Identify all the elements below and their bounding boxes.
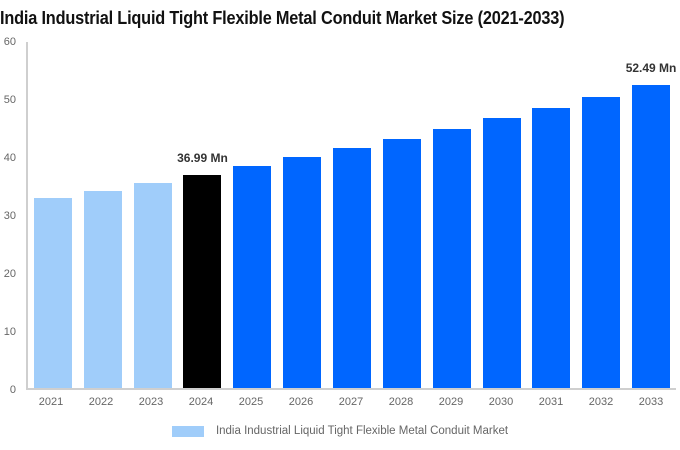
legend: India Industrial Liquid Tight Flexible M…: [0, 425, 680, 437]
x-tick-label-2029: 2029: [438, 396, 464, 408]
bar-slot-2033: 52.49 Mn: [626, 42, 676, 388]
bar-slot-2031: [526, 42, 576, 388]
x-tick-label-2023: 2023: [138, 396, 164, 408]
x-tick-label-2027: 2027: [338, 396, 364, 408]
x-tick-label-2028: 2028: [388, 396, 414, 408]
bar-slot-2021: [28, 42, 78, 388]
x-tick-label-2024: 2024: [188, 396, 214, 408]
bar-2021[interactable]: [33, 198, 72, 388]
bar-2031[interactable]: [532, 107, 571, 388]
legend-swatch-icon: [171, 425, 204, 437]
bar-2025[interactable]: [233, 166, 272, 388]
y-tick-label-0: 0: [9, 384, 16, 396]
bar-slot-2032: [576, 42, 626, 388]
bar-2026[interactable]: [283, 157, 322, 388]
legend-label: India Industrial Liquid Tight Flexible M…: [215, 425, 509, 437]
bar-2024[interactable]: [183, 174, 222, 388]
y-tick-label-10: 10: [3, 326, 16, 338]
x-axis: 2021 2022 2023 2024 2025 2026 2027 2028 2029 2030…: [26, 396, 676, 408]
bar-2032[interactable]: [582, 96, 621, 388]
bar-slot-2027: [327, 42, 377, 388]
x-tick-label-2031: 2031: [538, 396, 564, 408]
x-tick-label-2022: 2022: [88, 396, 114, 408]
bar-slot-2029: [427, 42, 477, 388]
x-tick-label-2026: 2026: [288, 396, 314, 408]
bar-2029[interactable]: [432, 128, 471, 388]
x-tick-label-2021: 2021: [38, 396, 64, 408]
bar-slot-2026: [277, 42, 327, 388]
bar-slot-2024: 36.99 Mn: [177, 42, 228, 388]
y-tick-label-40: 40: [3, 152, 16, 164]
y-tick-label-50: 50: [3, 94, 16, 106]
plot-area: 36.99 Mn 52.49 Mn: [26, 42, 676, 390]
bar-2030[interactable]: [482, 118, 521, 388]
bar-2023[interactable]: [133, 182, 172, 388]
y-tick-label-20: 20: [3, 268, 16, 280]
value-label-2033: 52.49 Mn: [625, 61, 677, 76]
legend-item[interactable]: India Industrial Liquid Tight Flexible M…: [171, 425, 509, 437]
chart-title: India Industrial Liquid Tight Flexible M…: [0, 8, 565, 28]
value-label-2024: 36.99 Mn: [177, 150, 228, 165]
bar-2022[interactable]: [83, 190, 122, 388]
bar-slot-2028: [377, 42, 427, 388]
bar-slot-2030: [477, 42, 527, 388]
bar-2027[interactable]: [332, 148, 371, 388]
x-tick-label-2025: 2025: [238, 396, 264, 408]
y-tick-label-60: 60: [3, 36, 16, 48]
x-tick-label-2030: 2030: [488, 396, 514, 408]
x-tick-label-2032: 2032: [588, 396, 614, 408]
bar-2028[interactable]: [382, 138, 421, 388]
bar-2033[interactable]: [632, 85, 671, 388]
bar-slot-2022: [78, 42, 128, 388]
bar-slot-2023: [128, 42, 178, 388]
bar-slot-2025: [227, 42, 277, 388]
y-tick-label-30: 30: [3, 210, 16, 222]
x-tick-label-2033: 2033: [638, 396, 664, 408]
